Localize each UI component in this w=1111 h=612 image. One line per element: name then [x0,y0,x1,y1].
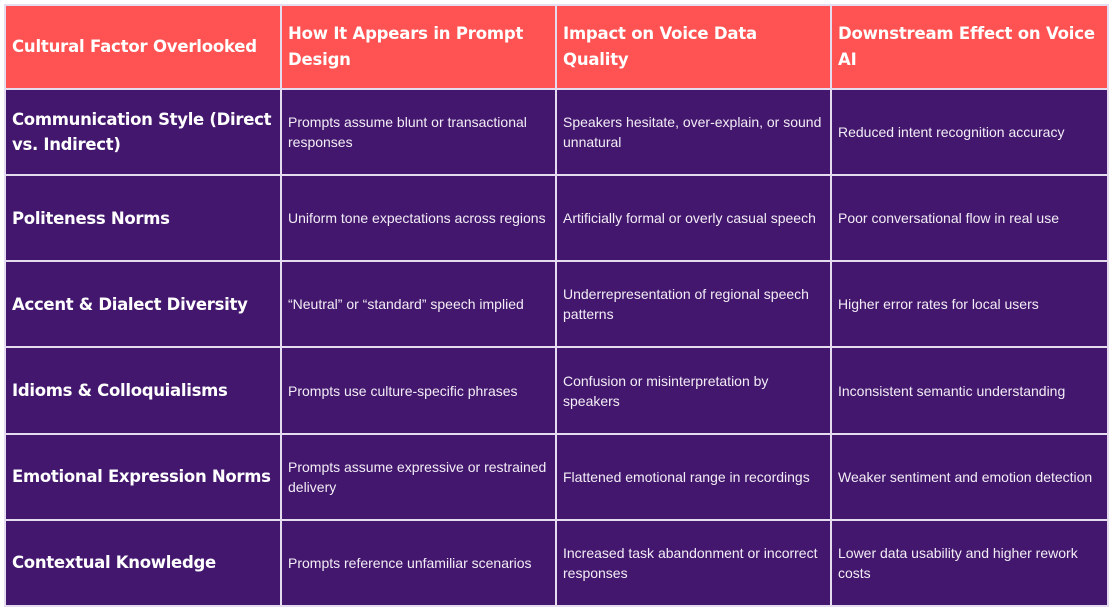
cell-effect: Poor conversational flow in real use [830,174,1109,263]
cell-factor: Emotional Expression Norms [4,432,282,521]
cell-appearance: Uniform tone expectations across regions [280,174,557,263]
cell-effect: Weaker sentiment and emotion detection [830,432,1109,521]
header-cultural-factor: Cultural Factor Overlooked [4,4,282,90]
cell-factor: Accent & Dialect Diversity [4,260,282,349]
table-row: Communication Style (Direct vs. Indirect… [4,87,1109,177]
cell-effect: Inconsistent semantic understanding [830,346,1109,435]
table-row: Politeness Norms Uniform tone expectatio… [4,174,1109,263]
cell-impact: Speakers hesitate, over-explain, or soun… [555,87,832,177]
cell-effect: Reduced intent recognition accuracy [830,87,1109,177]
cell-factor: Politeness Norms [4,174,282,263]
cell-impact: Increased task abandonment or incorrect … [555,518,832,608]
cell-impact: Artificially formal or overly casual spe… [555,174,832,263]
cell-impact: Confusion or misinterpretation by speake… [555,346,832,435]
cell-appearance: Prompts assume blunt or transactional re… [280,87,557,177]
table-row: Idioms & Colloquialisms Prompts use cult… [4,346,1109,435]
header-row: Cultural Factor Overlooked How It Appear… [4,4,1109,90]
cell-impact: Flattened emotional range in recordings [555,432,832,521]
table-body: Communication Style (Direct vs. Indirect… [4,87,1109,608]
cell-effect: Higher error rates for local users [830,260,1109,349]
cultural-factors-table: Cultural Factor Overlooked How It Appear… [4,4,1109,608]
table-row: Accent & Dialect Diversity “Neutral” or … [4,260,1109,349]
cell-appearance: Prompts use culture-specific phrases [280,346,557,435]
table-header: Cultural Factor Overlooked How It Appear… [4,4,1109,90]
cell-factor: Communication Style (Direct vs. Indirect… [4,87,282,177]
cultural-factors-table-container: Cultural Factor Overlooked How It Appear… [4,4,1109,608]
cell-impact: Underrepresentation of regional speech p… [555,260,832,349]
header-downstream-effect: Downstream Effect on Voice AI [830,4,1109,90]
cell-appearance: Prompts assume expressive or restrained … [280,432,557,521]
cell-appearance: Prompts reference unfamiliar scenarios [280,518,557,608]
cell-factor: Idioms & Colloquialisms [4,346,282,435]
cell-appearance: “Neutral” or “standard” speech implied [280,260,557,349]
header-voice-data-quality: Impact on Voice Data Quality [555,4,832,90]
cell-effect: Lower data usability and higher rework c… [830,518,1109,608]
cell-factor: Contextual Knowledge [4,518,282,608]
header-prompt-design: How It Appears in Prompt Design [280,4,557,90]
table-row: Emotional Expression Norms Prompts assum… [4,432,1109,521]
table-row: Contextual Knowledge Prompts reference u… [4,518,1109,608]
